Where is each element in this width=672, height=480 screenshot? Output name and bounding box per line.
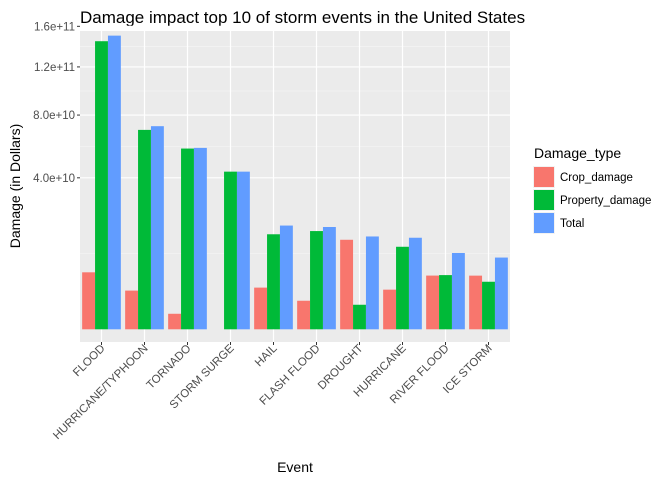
y-axis: 4.0e+10 8.0e+10 1.2e+11 1.6e+11 <box>33 21 80 185</box>
x-axis-title: Event <box>277 459 313 475</box>
bar-crop-damage <box>383 289 397 330</box>
bar-property-damage <box>267 234 280 330</box>
y-axis-title: Damage (in Dollars) <box>7 124 23 248</box>
y-tick-label: 1.6e+11 <box>34 21 75 33</box>
bar-property-damage <box>138 129 151 330</box>
legend-swatch <box>534 190 554 210</box>
bar-property-damage <box>224 171 237 330</box>
bar-crop-damage <box>254 287 268 330</box>
x-tick-label: HAIL <box>253 342 280 369</box>
bar-property-damage <box>310 231 323 330</box>
bar-total <box>451 252 465 330</box>
x-tick-label: FLOOD <box>71 343 108 380</box>
y-tick-label: 4.0e+10 <box>33 173 75 185</box>
bar-total <box>150 126 164 330</box>
bar-total <box>279 225 293 330</box>
bar-crop-damage <box>125 290 139 330</box>
bar-crop-damage <box>426 275 440 330</box>
bars <box>82 35 508 330</box>
bar-total <box>408 237 422 330</box>
legend-swatch <box>534 213 554 233</box>
y-tick-label: 1.2e+11 <box>34 62 75 74</box>
bar-property-damage <box>95 41 108 330</box>
bar-property-damage <box>482 281 495 330</box>
legend-title: Damage_type <box>534 145 621 161</box>
bar-total <box>365 236 379 330</box>
bar-property-damage <box>181 148 194 330</box>
bar-crop-damage <box>82 272 96 330</box>
bar-total <box>322 227 336 330</box>
bar-crop-damage <box>168 313 182 330</box>
bar-property-damage <box>396 246 409 330</box>
bar-total <box>107 35 121 330</box>
legend-label: Total <box>560 218 584 230</box>
legend-label: Crop_damage <box>560 172 633 184</box>
bar-total <box>236 171 250 330</box>
bar-property-damage <box>439 275 452 330</box>
bar-total <box>193 147 207 330</box>
bar-property-damage <box>353 304 366 330</box>
chart-title: Damage impact top 10 of storm events in … <box>80 8 525 27</box>
bar-crop-damage <box>297 300 311 330</box>
y-tick-label: 8.0e+10 <box>33 110 75 122</box>
legend: Damage_type Crop_damage Property_damage To… <box>533 145 651 234</box>
legend-swatch <box>534 167 554 187</box>
legend-label: Property_damage <box>560 195 651 207</box>
bar-crop-damage <box>340 239 354 330</box>
bar-crop-damage <box>469 275 483 330</box>
bar-total <box>494 257 508 330</box>
